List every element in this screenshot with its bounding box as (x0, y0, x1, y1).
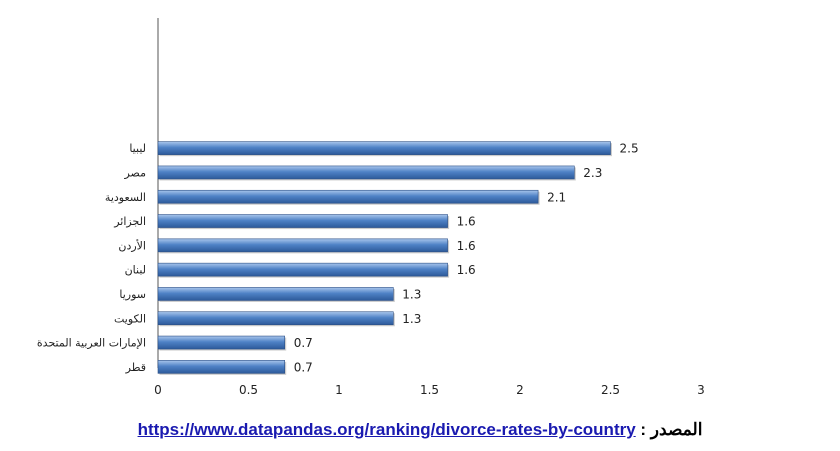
bar (157, 262, 448, 277)
bar-value-label: 0.7 (294, 360, 313, 374)
x-tick-label: 1.5 (420, 383, 439, 397)
bar-value-label: 1.6 (457, 215, 476, 229)
x-tick-label: 3 (697, 383, 705, 397)
bar (157, 311, 394, 326)
category-label: مصر (123, 166, 146, 179)
source-line: https://www.datapandas.org/ranking/divor… (0, 420, 840, 440)
bar-value-label: 1.6 (457, 263, 476, 277)
source-link[interactable]: https://www.datapandas.org/ranking/divor… (137, 420, 636, 439)
bars-layer: 2.5 ليبيا 2.3 مصر 2.1 السعودية 1.6 الجزائر 1.6 ال… (37, 141, 639, 375)
bar (157, 141, 611, 155)
x-tick-label: 2 (516, 383, 524, 397)
category-label: لبنان (125, 264, 146, 277)
bar (157, 335, 285, 350)
x-tick-label: 2.5 (601, 383, 620, 397)
category-label: ليبيا (129, 142, 146, 155)
bar-value-label: 0.7 (294, 336, 313, 350)
category-label: الأردن (118, 238, 146, 252)
bar-value-label: 2.3 (583, 166, 602, 180)
bar-value-label: 1.3 (402, 287, 421, 301)
category-label: الإمارات العربية المتحدة (37, 337, 146, 350)
bar (157, 360, 285, 374)
category-label: الكويت (114, 312, 146, 325)
bar-value-label: 1.3 (402, 312, 421, 326)
x-tick-label: 0 (154, 383, 162, 397)
x-tick-label: 0.5 (239, 383, 258, 397)
category-label: الجزائر (113, 215, 146, 228)
bar (157, 287, 394, 301)
x-tick-label: 1 (335, 383, 343, 397)
category-label: سوريا (119, 288, 146, 301)
category-label: السعودية (105, 191, 146, 204)
bar-value-label: 1.6 (457, 239, 476, 253)
bar-value-label: 2.1 (547, 190, 566, 204)
bar-chart: 2.5 ليبيا 2.3 مصر 2.1 السعودية 1.6 الجزائر 1.6 ال… (37, 18, 705, 397)
bar (157, 238, 448, 253)
bar (157, 165, 575, 180)
category-label: قطر (125, 361, 146, 374)
source-label: المصدر : (640, 420, 703, 439)
x-axis-ticks: 0 0.5 1 1.5 2 2.5 3 (154, 383, 705, 397)
bar-value-label: 2.5 (620, 142, 639, 156)
bar (157, 214, 448, 228)
bar (157, 189, 539, 204)
